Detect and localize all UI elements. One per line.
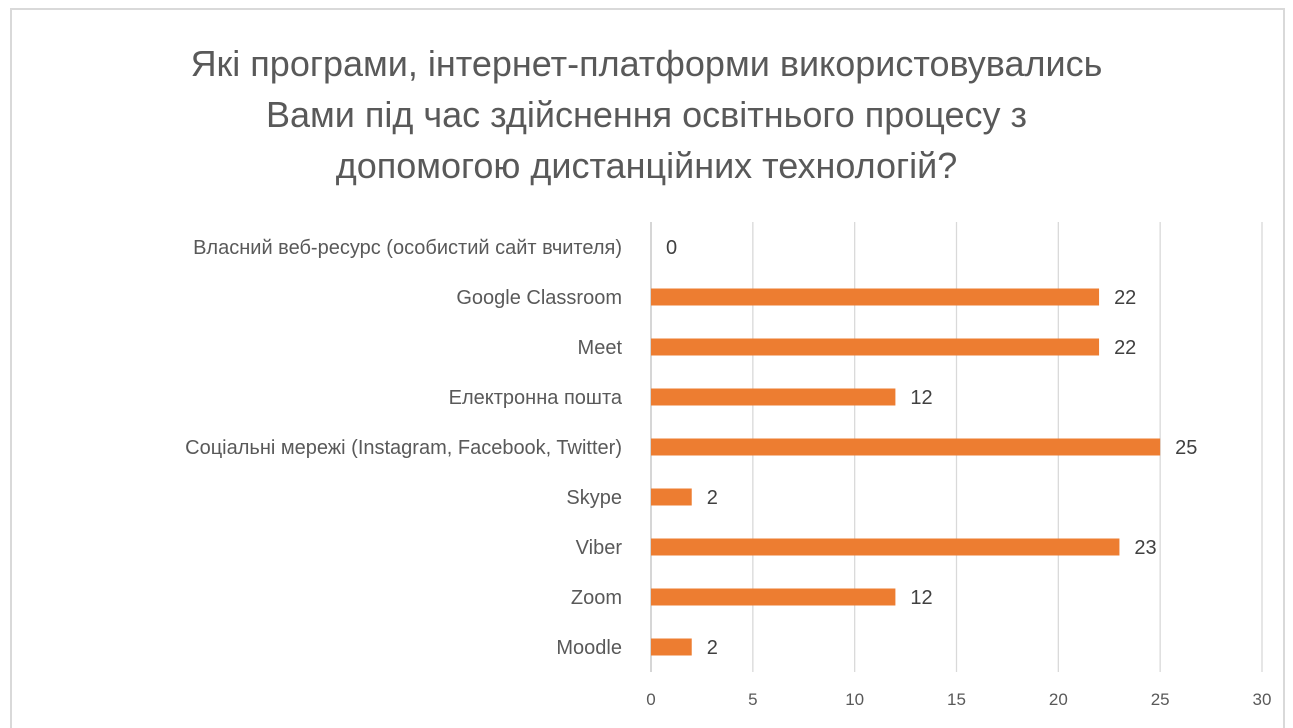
category-label: Соціальні мережі (Instagram, Facebook, T…: [185, 437, 622, 459]
x-tick-label: 0: [646, 690, 655, 709]
category-label: Zoom: [571, 587, 622, 609]
x-tick-label: 15: [947, 690, 966, 709]
bar: [651, 288, 1100, 306]
category-label: Meet: [578, 337, 623, 359]
data-label: 2: [707, 487, 718, 509]
data-label: 22: [1114, 287, 1136, 309]
data-label: 25: [1175, 437, 1197, 459]
bar: [651, 588, 896, 606]
category-label: Власний веб-ресурс (особистий сайт вчите…: [193, 237, 622, 259]
bar: [651, 388, 896, 406]
x-tick-label: 30: [1253, 690, 1272, 709]
category-label: Viber: [576, 537, 623, 559]
bar: [651, 488, 692, 506]
bar: [651, 338, 1100, 356]
chart-frame: [10, 8, 1285, 728]
category-label: Електронна пошта: [449, 387, 623, 409]
bar: [651, 438, 1161, 456]
data-label: 23: [1134, 537, 1156, 559]
data-label: 22: [1114, 337, 1136, 359]
chart-title: Які програми, інтернет-платформи викорис…: [190, 43, 1103, 186]
x-tick-label: 25: [1151, 690, 1170, 709]
data-label: 12: [910, 387, 932, 409]
data-label: 0: [666, 237, 677, 259]
bar: [651, 538, 1120, 556]
data-label: 2: [707, 637, 718, 659]
category-label: Moodle: [556, 637, 622, 659]
x-tick-label: 5: [748, 690, 757, 709]
x-tick-label: 10: [845, 690, 864, 709]
category-label: Skype: [566, 487, 622, 509]
data-label: 12: [910, 587, 932, 609]
category-label: Google Classroom: [456, 287, 622, 309]
bar: [651, 638, 692, 656]
x-tick-label: 20: [1049, 690, 1068, 709]
